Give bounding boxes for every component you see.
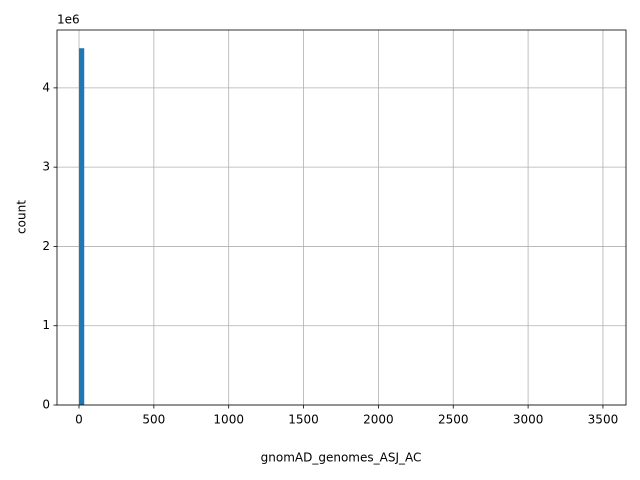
y-tick-label: 2	[42, 239, 50, 253]
y-offset-label: 1e6	[57, 13, 80, 27]
y-tick-label: 1	[42, 318, 50, 332]
x-tick-label: 2000	[363, 413, 394, 427]
y-tick-label: 3	[42, 160, 50, 174]
y-tick-label: 0	[42, 398, 50, 412]
bar	[79, 48, 85, 405]
x-axis-label: gnomAD_genomes_ASJ_AC	[261, 451, 422, 465]
x-tick-label: 1000	[213, 413, 244, 427]
y-axis-label: count	[15, 200, 29, 234]
y-tick-label: 4	[42, 80, 50, 94]
x-tick-label: 500	[142, 413, 165, 427]
x-tick-label: 3500	[588, 413, 619, 427]
x-tick-label: 3000	[513, 413, 544, 427]
x-tick-label: 2500	[438, 413, 469, 427]
x-tick-label: 0	[75, 413, 83, 427]
x-tick-label: 1500	[288, 413, 319, 427]
plot-frame	[56, 29, 627, 406]
